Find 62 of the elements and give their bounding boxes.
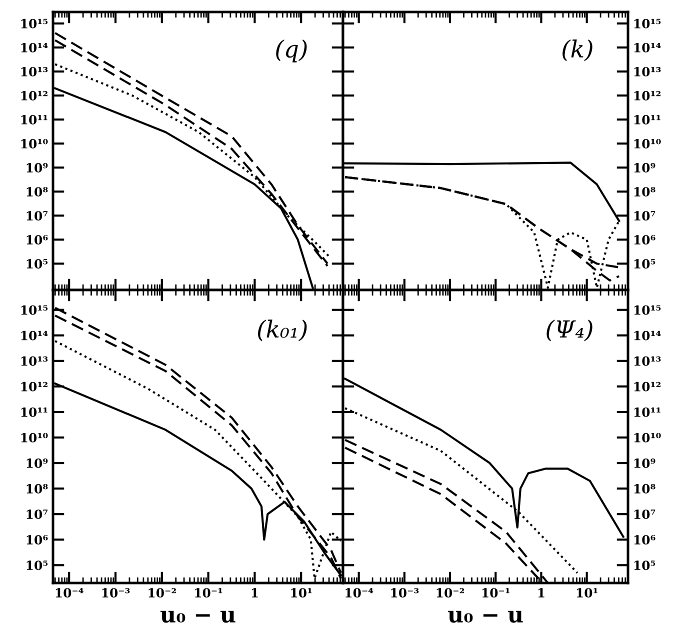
y-tick-label: 10¹⁴ — [21, 42, 48, 52]
x-tick-label: 10⁻⁴ — [56, 588, 84, 598]
x-tick-label: 10⁻³ — [391, 588, 419, 598]
y-tick-label: 10¹² — [634, 90, 661, 100]
y-tick-label: 10¹⁵ — [634, 305, 661, 315]
x-tick-label: 10⁻¹ — [195, 588, 222, 598]
y-tick-label: 10¹⁵ — [21, 18, 48, 28]
y-tick-label: 10⁶ — [26, 535, 48, 545]
y-tick-label: 10⁸ — [26, 187, 48, 197]
y-tick-label: 10¹⁵ — [634, 18, 661, 28]
text: (Ψ₄) — [546, 320, 592, 342]
y-tick-label: 10⁸ — [634, 187, 656, 197]
y-tick-label: 10⁹ — [634, 163, 656, 173]
y-tick-label: 10¹⁰ — [634, 432, 661, 442]
x-tick-label: 10⁻¹ — [482, 588, 510, 598]
x-tick-label: 1 — [538, 588, 544, 598]
text: (k₀₁) — [258, 320, 307, 342]
x-tick-label: 10¹ — [291, 588, 312, 598]
x-tick-label: 10⁻³ — [102, 588, 130, 598]
y-tick-label: 10¹¹ — [21, 407, 48, 417]
y-tick-label: 10¹⁰ — [21, 432, 48, 442]
y-tick-label: 10¹³ — [21, 66, 48, 76]
y-tick-label: 10⁷ — [634, 510, 656, 520]
y-tick-label: 10⁵ — [26, 560, 48, 570]
y-tick-label: 10⁷ — [26, 211, 48, 221]
y-tick-label: 10¹⁴ — [634, 42, 661, 52]
y-tick-label: 10⁸ — [26, 484, 48, 494]
y-tick-label: 10⁷ — [634, 211, 656, 221]
text: (q) — [276, 39, 307, 62]
y-tick-label: 10¹³ — [634, 66, 661, 76]
y-tick-label: 10¹¹ — [634, 407, 660, 417]
y-tick-label: 10¹⁵ — [21, 305, 48, 315]
y-tick-label: 10⁹ — [26, 163, 48, 173]
y-tick-label: 10⁵ — [634, 259, 656, 269]
x-tick-label: 10⁻² — [436, 588, 464, 598]
y-tick-label: 10¹¹ — [634, 115, 660, 124]
y-tick-label: 10⁶ — [634, 535, 656, 545]
y-tick-label: 10¹³ — [21, 356, 48, 366]
y-tick-label: 10¹⁴ — [634, 330, 661, 340]
y-tick-label: 10⁵ — [634, 560, 656, 570]
x-axis-title: u₀ − u — [448, 610, 523, 623]
y-tick-label: 10⁸ — [634, 484, 656, 494]
text: (k) — [562, 39, 592, 62]
y-tick-label: 10¹⁰ — [21, 139, 48, 148]
y-tick-label: 10⁵ — [26, 259, 48, 269]
x-tick-label: 10⁻² — [148, 588, 176, 598]
x-tick-label: 10⁻⁴ — [346, 588, 374, 598]
y-tick-label: 10⁶ — [634, 235, 656, 245]
y-tick-label: 10¹² — [634, 382, 661, 392]
x-tick-label: 10¹ — [576, 588, 598, 598]
y-tick-label: 10⁷ — [26, 510, 48, 520]
x-axis-title: u₀ − u — [160, 610, 236, 623]
x-tick-label: 1 — [252, 588, 258, 598]
y-tick-label: 10¹³ — [634, 356, 661, 366]
y-tick-label: 10¹¹ — [21, 115, 48, 124]
y-tick-label: 10¹⁰ — [634, 139, 661, 148]
y-tick-label: 10¹² — [21, 382, 48, 392]
y-tick-label: 10¹⁴ — [21, 330, 48, 340]
y-tick-label: 10⁶ — [26, 235, 48, 245]
y-tick-label: 10¹² — [21, 90, 48, 100]
y-tick-label: 10⁹ — [634, 458, 656, 468]
y-tick-label: 10⁹ — [26, 458, 48, 468]
